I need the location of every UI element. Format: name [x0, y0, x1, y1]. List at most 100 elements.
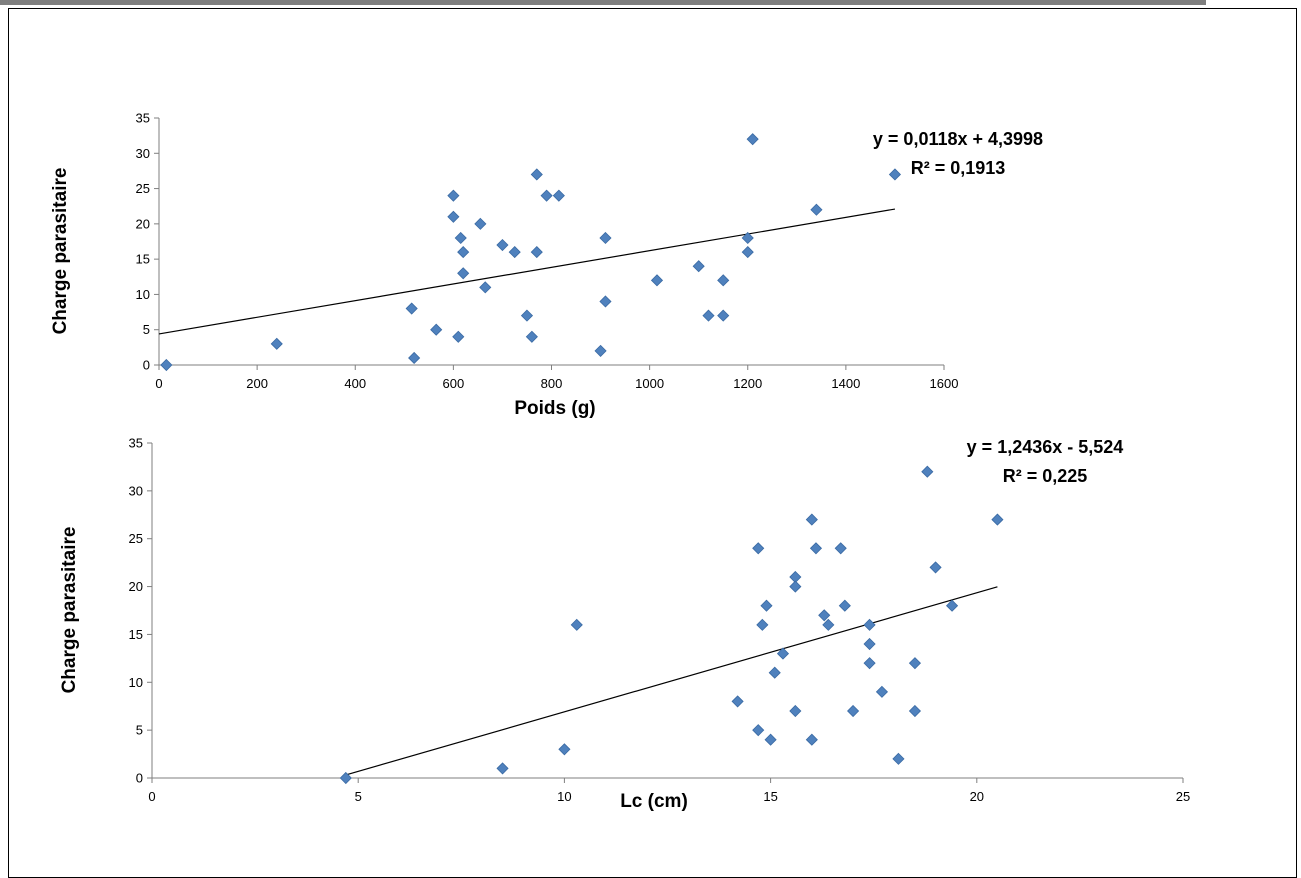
chart-lc: 0 5 10 15 20 25 30 35 0 5 10 15 20 25 Lc (cm) Charge …	[59, 436, 1190, 813]
data-point	[454, 231, 467, 245]
y-axis-title: Charge parasitaire	[50, 168, 71, 335]
data-point	[457, 267, 470, 280]
y-tick-label: 30	[129, 483, 143, 498]
x-axis-title: Lc (cm)	[620, 791, 688, 812]
y-tick-label: 15	[136, 252, 150, 267]
y-tick-label: 15	[129, 627, 143, 642]
trend-equation: y = 0,0118x + 4,3998	[873, 129, 1043, 149]
y-tick-label: 35	[129, 436, 143, 451]
data-point	[875, 685, 889, 698]
data-point	[805, 513, 818, 526]
data-point	[908, 657, 922, 670]
x-tick-label: 5	[355, 789, 362, 804]
data-point	[991, 513, 1004, 526]
x-tick-label: 0	[148, 789, 155, 804]
data-point	[929, 561, 942, 574]
data-point	[447, 210, 460, 223]
x-tick-label: 10	[557, 789, 571, 804]
data-point	[552, 189, 565, 202]
data-point	[789, 580, 802, 593]
y-tick-label: 35	[136, 111, 150, 126]
data-point	[525, 330, 538, 343]
data-point	[760, 599, 773, 612]
trend-r-squared: R² = 0,1913	[911, 158, 1006, 178]
data-point	[457, 246, 470, 259]
x-tick-label: 800	[541, 376, 563, 391]
x-tick-label: 1000	[635, 376, 664, 391]
data-point	[834, 542, 847, 555]
data-point	[888, 168, 902, 181]
x-tick-label: 600	[443, 376, 465, 391]
data-point	[847, 704, 860, 718]
y-tick-label: 30	[136, 146, 150, 161]
data-point	[650, 274, 664, 287]
data-point	[863, 657, 876, 670]
y-tick-label: 20	[129, 579, 143, 594]
data-point	[863, 637, 876, 651]
data-point	[892, 752, 905, 765]
data-point	[746, 133, 759, 146]
data-point	[702, 309, 715, 322]
data-point	[789, 704, 802, 718]
x-tick-label: 1400	[831, 376, 860, 391]
data-point	[452, 330, 465, 343]
data-point	[776, 647, 790, 660]
x-tick-label: 25	[1176, 789, 1190, 804]
data-point	[945, 599, 959, 612]
x-tick-label: 15	[763, 789, 777, 804]
y-tick-label: 0	[143, 358, 150, 373]
data-point	[863, 618, 876, 631]
data-point	[768, 666, 781, 679]
data-point	[408, 351, 421, 365]
data-point	[430, 323, 443, 336]
data-point	[818, 609, 831, 622]
data-point	[540, 189, 553, 202]
trend-line	[345, 586, 998, 776]
data-point	[741, 246, 754, 259]
x-axis-title: Poids (g)	[514, 398, 595, 419]
y-tick-label: 25	[129, 531, 143, 546]
data-point	[764, 733, 777, 746]
data-point	[520, 309, 534, 322]
x-tick-label: 0	[155, 376, 162, 391]
data-point	[838, 599, 851, 612]
data-point	[809, 542, 823, 555]
data-point	[508, 246, 521, 259]
data-point	[921, 465, 934, 478]
data-point	[479, 281, 492, 294]
y-tick-label: 0	[136, 771, 143, 786]
x-tick-label: 200	[246, 376, 268, 391]
data-point	[756, 618, 769, 631]
data-point	[558, 743, 571, 756]
data-point	[270, 337, 283, 350]
data-point	[447, 189, 460, 202]
data-point	[752, 542, 765, 555]
x-tick-label: 400	[344, 376, 366, 391]
y-tick-label: 10	[136, 287, 150, 302]
y-tick-label: 25	[136, 181, 150, 196]
x-tick-label: 20	[970, 789, 984, 804]
x-tick-label: 1200	[733, 376, 762, 391]
data-point	[599, 295, 612, 308]
data-point	[805, 733, 818, 746]
trend-line	[158, 208, 896, 335]
trend-r-squared: R² = 0,225	[1003, 466, 1088, 486]
data-point	[160, 358, 173, 372]
data-point	[908, 704, 922, 718]
data-point	[405, 302, 418, 315]
data-point	[594, 344, 607, 357]
data-point	[692, 260, 705, 273]
chart-poids: 0 5 10 15 20 25 30 35 0 200 400 600 800 1000 1200 1400 1…	[50, 111, 1043, 420]
y-tick-label: 10	[129, 675, 143, 690]
data-point	[822, 618, 835, 631]
data-point	[810, 203, 823, 216]
data-point	[496, 238, 509, 252]
data-point	[599, 231, 612, 245]
top-edge-bar	[0, 0, 1206, 5]
data-point	[717, 309, 730, 322]
data-point	[570, 618, 583, 631]
y-tick-label: 5	[143, 322, 150, 337]
data-point	[530, 168, 543, 181]
data-point	[530, 246, 543, 259]
